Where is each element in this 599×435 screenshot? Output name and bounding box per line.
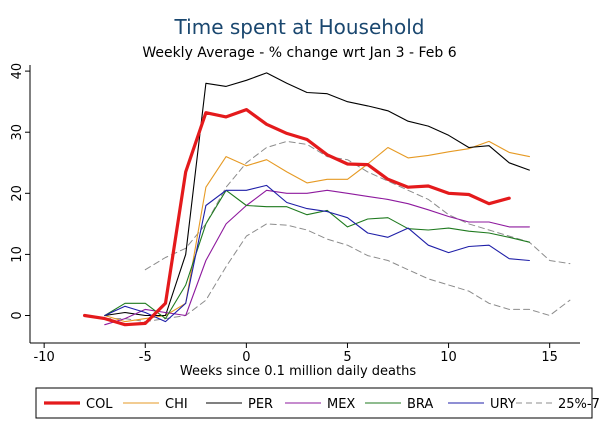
y-tick-label: 10 bbox=[10, 246, 25, 263]
y-tick-label: 20 bbox=[10, 185, 25, 202]
series-line-bra bbox=[104, 189, 530, 320]
x-tick-label: -10 bbox=[34, 350, 55, 365]
legend-label-per: PER bbox=[248, 397, 273, 412]
legend-label-col: COL bbox=[86, 397, 113, 412]
legend-label-ury: URY bbox=[490, 397, 516, 412]
y-tick-label: 30 bbox=[10, 124, 25, 141]
series-line-chi bbox=[104, 140, 530, 323]
series-line-band-lower bbox=[104, 223, 571, 323]
plot-area: 0 10 20 30 40 -10 -5 0 5 10 15 bbox=[10, 63, 580, 365]
legend: COL CHI PER MEX BRA URY 25%-75% bbox=[35, 387, 599, 419]
chart-subtitle: Weekly Average - % change wrt Jan 3 - Fe… bbox=[142, 45, 456, 61]
x-tick-label: 10 bbox=[440, 350, 457, 365]
x-tick-label: 15 bbox=[541, 350, 558, 365]
series-line-col bbox=[82, 107, 511, 327]
series-line-mex bbox=[104, 189, 530, 326]
y-tick-label: 40 bbox=[10, 63, 25, 80]
x-tick-label: -5 bbox=[139, 350, 152, 365]
series-line-ury bbox=[104, 184, 530, 323]
legend-label-chi: CHI bbox=[165, 397, 188, 412]
series-line-per bbox=[104, 72, 530, 317]
legend-label-bra: BRA bbox=[407, 397, 433, 412]
x-tick-label: 0 bbox=[242, 350, 250, 365]
x-tick-label: 5 bbox=[343, 350, 351, 365]
legend-label-mex: MEX bbox=[327, 397, 355, 412]
y-tick-label: 0 bbox=[10, 311, 25, 319]
legend-label-25-75-: 25%-75% bbox=[558, 397, 599, 412]
chart-title: Time spent at Household bbox=[174, 15, 425, 39]
x-axis-title: Weeks since 0.1 million daily deaths bbox=[180, 364, 416, 379]
